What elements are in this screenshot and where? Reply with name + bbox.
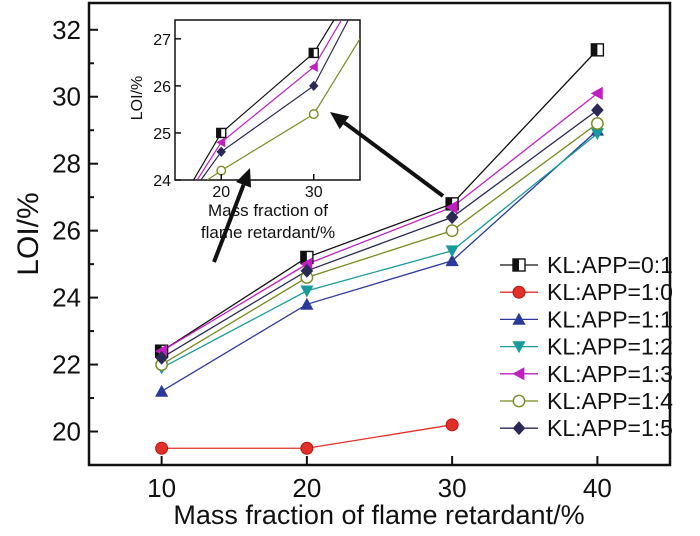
y-tick-label: 20 (52, 417, 81, 447)
legend-marker (512, 341, 526, 354)
data-point-s6-3 (591, 103, 604, 118)
legend-label: KL:APP=1:5 (547, 415, 673, 441)
series-line-3 (161, 133, 598, 369)
inset-series (192, 20, 360, 180)
legend-label: KL:APP=0:1 (547, 252, 673, 278)
legend: KL:APP=0:1KL:APP=1:0KL:APP=1:1KL:APP=1:2… (500, 252, 673, 441)
inset-series-line-0 (192, 20, 335, 180)
series-line-0 (161, 49, 598, 352)
main-plot-frame (87, 1, 672, 467)
inset-x-axis-label-line2: flame retardant/% (201, 223, 335, 242)
data-point-s2-0 (155, 384, 169, 397)
y-tick-label: 22 (52, 350, 81, 380)
legend-label: KL:APP=1:3 (547, 361, 673, 387)
inset-data-point-1-1 (308, 62, 318, 73)
data-point-s1-2 (445, 418, 459, 432)
series-line-6 (161, 109, 598, 359)
inset-x-tick-label: 20 (212, 184, 230, 201)
inset-data-point-1-0 (216, 137, 226, 148)
x-tick-label: 20 (292, 473, 321, 503)
y-axis-label: LOI/% (12, 192, 45, 275)
data-point-s2-2 (445, 254, 459, 267)
legend-item: KL:APP=1:4 (500, 388, 673, 414)
data-point-s0-3 (590, 43, 605, 57)
inset-y-tick-label: 25 (153, 126, 171, 143)
data-point-s3-1 (300, 285, 314, 298)
inset-x-axis-label-line1: Mass fraction of (208, 201, 328, 220)
legend-marker (512, 367, 525, 381)
main-plot-markers (154, 43, 605, 455)
inset-y-tick-label: 24 (153, 173, 171, 190)
inset-y-axis-label: LOI/% (129, 76, 146, 120)
series-line-2 (161, 129, 598, 392)
data-point-s4-3 (590, 86, 603, 100)
data-point-s6-2 (445, 210, 459, 225)
main-axes: 10 20 30 40 20 22 24 26 28 30 32 (52, 1, 672, 503)
legend-label: KL:APP=1:1 (547, 306, 673, 332)
x-tick-label: 40 (583, 473, 612, 503)
main-plot-series (161, 49, 598, 449)
legend-item: KL:APP=0:1 (500, 252, 673, 278)
data-point-s1-0 (155, 441, 169, 455)
inset-background (174, 19, 361, 181)
data-point-s5-3 (590, 117, 604, 130)
legend-label: KL:APP=1:4 (547, 388, 673, 414)
data-point-s2-1 (300, 297, 314, 310)
legend-item: KL:APP=1:3 (500, 361, 673, 387)
inset-x-tick-label: 30 (305, 184, 323, 201)
y-tick-label: 28 (52, 149, 81, 179)
legend-marker (512, 258, 526, 272)
inset-data-point-0-0 (216, 127, 227, 139)
inset-axes: 20 30 24 25 26 27 (153, 32, 323, 201)
y-tick-label: 30 (52, 82, 81, 112)
legend-label: KL:APP=1:2 (547, 334, 673, 360)
data-point-s5-2 (445, 224, 459, 238)
legend-marker (512, 312, 526, 325)
x-tick-label: 30 (438, 473, 467, 503)
legend-marker (512, 421, 526, 436)
series-line-5 (161, 122, 598, 366)
legend-marker (512, 394, 526, 408)
inset-y-tick-label: 27 (153, 32, 171, 49)
inset-data-point-2-1 (309, 80, 319, 92)
inset-data-point-3-1 (308, 109, 319, 120)
y-tick-label: 32 (52, 15, 81, 45)
data-point-s4-2 (445, 200, 458, 214)
legend-item: KL:APP=1:0 (500, 279, 673, 305)
legend-item: KL:APP=1:5 (500, 415, 673, 441)
arrow-to-inset-20 (212, 168, 252, 263)
data-point-s6-0 (155, 350, 168, 365)
data-point-s3-3 (590, 128, 604, 141)
inset-y-tick-label: 26 (153, 79, 171, 96)
zoom-arrows (212, 112, 445, 263)
data-point-s6-1 (300, 263, 314, 278)
x-axis-label: Mass fraction of flame retardant/% (173, 500, 584, 530)
inset-series-line-2 (200, 20, 349, 180)
legend-item: KL:APP=1:1 (500, 306, 673, 332)
inset-series-line-1 (196, 20, 343, 180)
arrow-to-inset-30 (330, 112, 445, 198)
inset-data-point-0-1 (308, 47, 319, 59)
inset-data-point-3-0 (216, 165, 227, 176)
inset-data-point-2-0 (216, 146, 226, 157)
y-tick-label: 24 (52, 283, 81, 313)
inset-series-line-3 (207, 38, 360, 180)
y-tick-label: 26 (52, 216, 81, 246)
legend-label: KL:APP=1:0 (547, 279, 673, 305)
data-point-s1-1 (300, 441, 314, 455)
series-line-4 (161, 92, 598, 352)
inset-markers (216, 47, 319, 176)
data-point-s3-2 (445, 245, 459, 258)
legend-marker (512, 285, 526, 299)
legend-item: KL:APP=1:2 (500, 334, 673, 360)
x-tick-label: 10 (147, 473, 176, 503)
